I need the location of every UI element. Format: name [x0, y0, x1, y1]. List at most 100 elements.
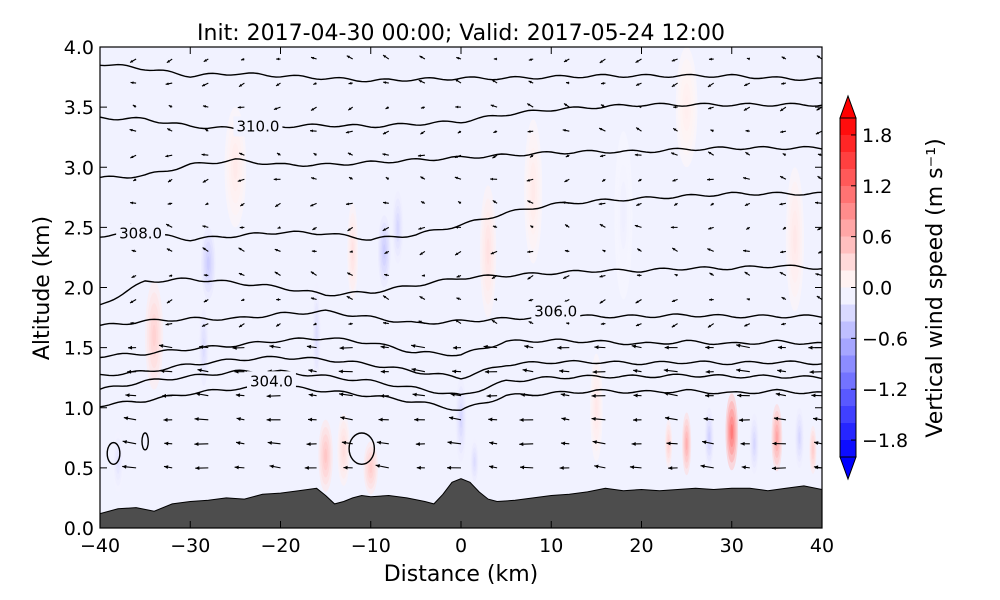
vertical-wind-cell	[685, 437, 688, 451]
wind-vector	[598, 202, 606, 206]
wind-vector	[202, 178, 209, 183]
wind-vector	[238, 323, 245, 328]
colorbar-label: Vertical wind speed (m s⁻¹)	[923, 138, 948, 437]
wind-vector	[308, 368, 317, 373]
wind-vector	[454, 250, 462, 256]
closed-contour	[141, 432, 149, 451]
wind-vector	[492, 154, 498, 159]
wind-vector	[599, 223, 606, 228]
wind-vector	[564, 224, 570, 228]
wind-vector	[705, 369, 714, 374]
y-tick-label: 4.0	[64, 37, 94, 59]
wind-vector	[488, 417, 498, 422]
wind-vector	[526, 103, 534, 108]
wind-vector	[166, 128, 173, 132]
colorbar-tick-label: 1.8	[862, 125, 892, 147]
wind-vector	[811, 393, 822, 398]
contour-label-background	[116, 223, 166, 244]
wind-vector	[745, 151, 751, 156]
wind-vector	[129, 128, 137, 132]
wind-vector	[130, 154, 137, 159]
wind-vector	[240, 57, 245, 61]
wind-vector	[167, 202, 173, 205]
wind-vector	[522, 368, 534, 373]
wind-vector	[489, 441, 498, 446]
wind-vector	[306, 344, 317, 349]
wind-vector	[238, 247, 245, 252]
wind-vector	[490, 250, 498, 255]
wind-vector	[629, 465, 642, 470]
wind-vector	[313, 82, 317, 86]
wind-vector	[599, 274, 606, 278]
wind-vector	[672, 127, 678, 132]
wind-vector	[195, 466, 209, 471]
wind-vector	[122, 440, 137, 445]
wind-vector	[384, 250, 390, 255]
wind-vector	[710, 202, 715, 206]
wind-vector	[708, 57, 714, 61]
wind-vector	[563, 103, 570, 108]
wind-vector	[671, 247, 678, 252]
terrain	[100, 478, 822, 528]
wind-vector	[670, 152, 678, 156]
wind-vector	[710, 129, 714, 133]
wind-vector	[420, 176, 426, 180]
wind-vector	[592, 440, 606, 445]
wind-vector	[746, 57, 751, 61]
wind-vector	[376, 440, 389, 445]
wind-vector	[276, 57, 281, 61]
wind-vector	[520, 465, 534, 470]
wind-vector	[744, 271, 751, 276]
wind-vector	[100, 371, 101, 372]
wind-vector	[773, 416, 786, 421]
wind-vector	[310, 177, 317, 180]
theta-contour-line	[100, 191, 822, 242]
vertical-wind-cell	[206, 256, 210, 271]
wind-vector	[490, 104, 498, 108]
wind-vector	[673, 105, 678, 109]
closed-contour	[106, 441, 121, 465]
wind-vector	[418, 79, 426, 84]
y-tick-label: 3.0	[64, 157, 94, 179]
y-tick-label: 2.0	[64, 278, 94, 300]
wind-vector	[594, 464, 606, 469]
wind-vector	[779, 106, 787, 112]
vertical-wind-cell	[396, 220, 399, 235]
y-tick-label: 3.5	[64, 97, 94, 119]
wind-vector	[560, 392, 570, 397]
y-tick-label: 1.0	[64, 398, 94, 420]
wind-vector	[781, 56, 787, 60]
theta-contour-line	[100, 355, 822, 380]
wind-vector	[416, 465, 425, 470]
wind-vector	[385, 106, 390, 110]
vertical-wind-cell	[753, 437, 756, 450]
wind-vector	[312, 226, 317, 231]
wind-vector	[275, 82, 281, 87]
x-tick-label: 10	[539, 535, 563, 557]
wind-vector	[266, 417, 281, 422]
wind-vector	[205, 202, 209, 206]
wind-vector	[202, 247, 209, 252]
wind-vector	[380, 345, 389, 350]
wind-vector	[560, 441, 570, 446]
wind-vector	[100, 275, 101, 277]
wind-vector	[599, 154, 606, 158]
vertical-wind-cell	[812, 445, 814, 455]
wind-vector	[563, 58, 570, 63]
colorbar-ticks: −1.8 −1.2 −0.6 0.0 0.6 1.2 1.8	[851, 125, 908, 452]
wind-vector	[707, 82, 715, 88]
wind-vector	[274, 248, 281, 252]
theta-contour-line	[100, 145, 822, 179]
wind-vector	[528, 320, 534, 325]
theta-contour-line	[100, 102, 822, 131]
wind-vector	[709, 272, 714, 276]
x-tick-label: −20	[260, 535, 300, 557]
wind-vector	[131, 274, 137, 279]
wind-vector	[672, 178, 678, 182]
wind-vector	[600, 81, 606, 85]
wind-vector	[492, 225, 498, 229]
wind-vector	[345, 202, 353, 206]
wind-vector	[310, 202, 317, 207]
contour-label: 310.0	[236, 117, 279, 135]
wind-vector	[382, 201, 389, 205]
